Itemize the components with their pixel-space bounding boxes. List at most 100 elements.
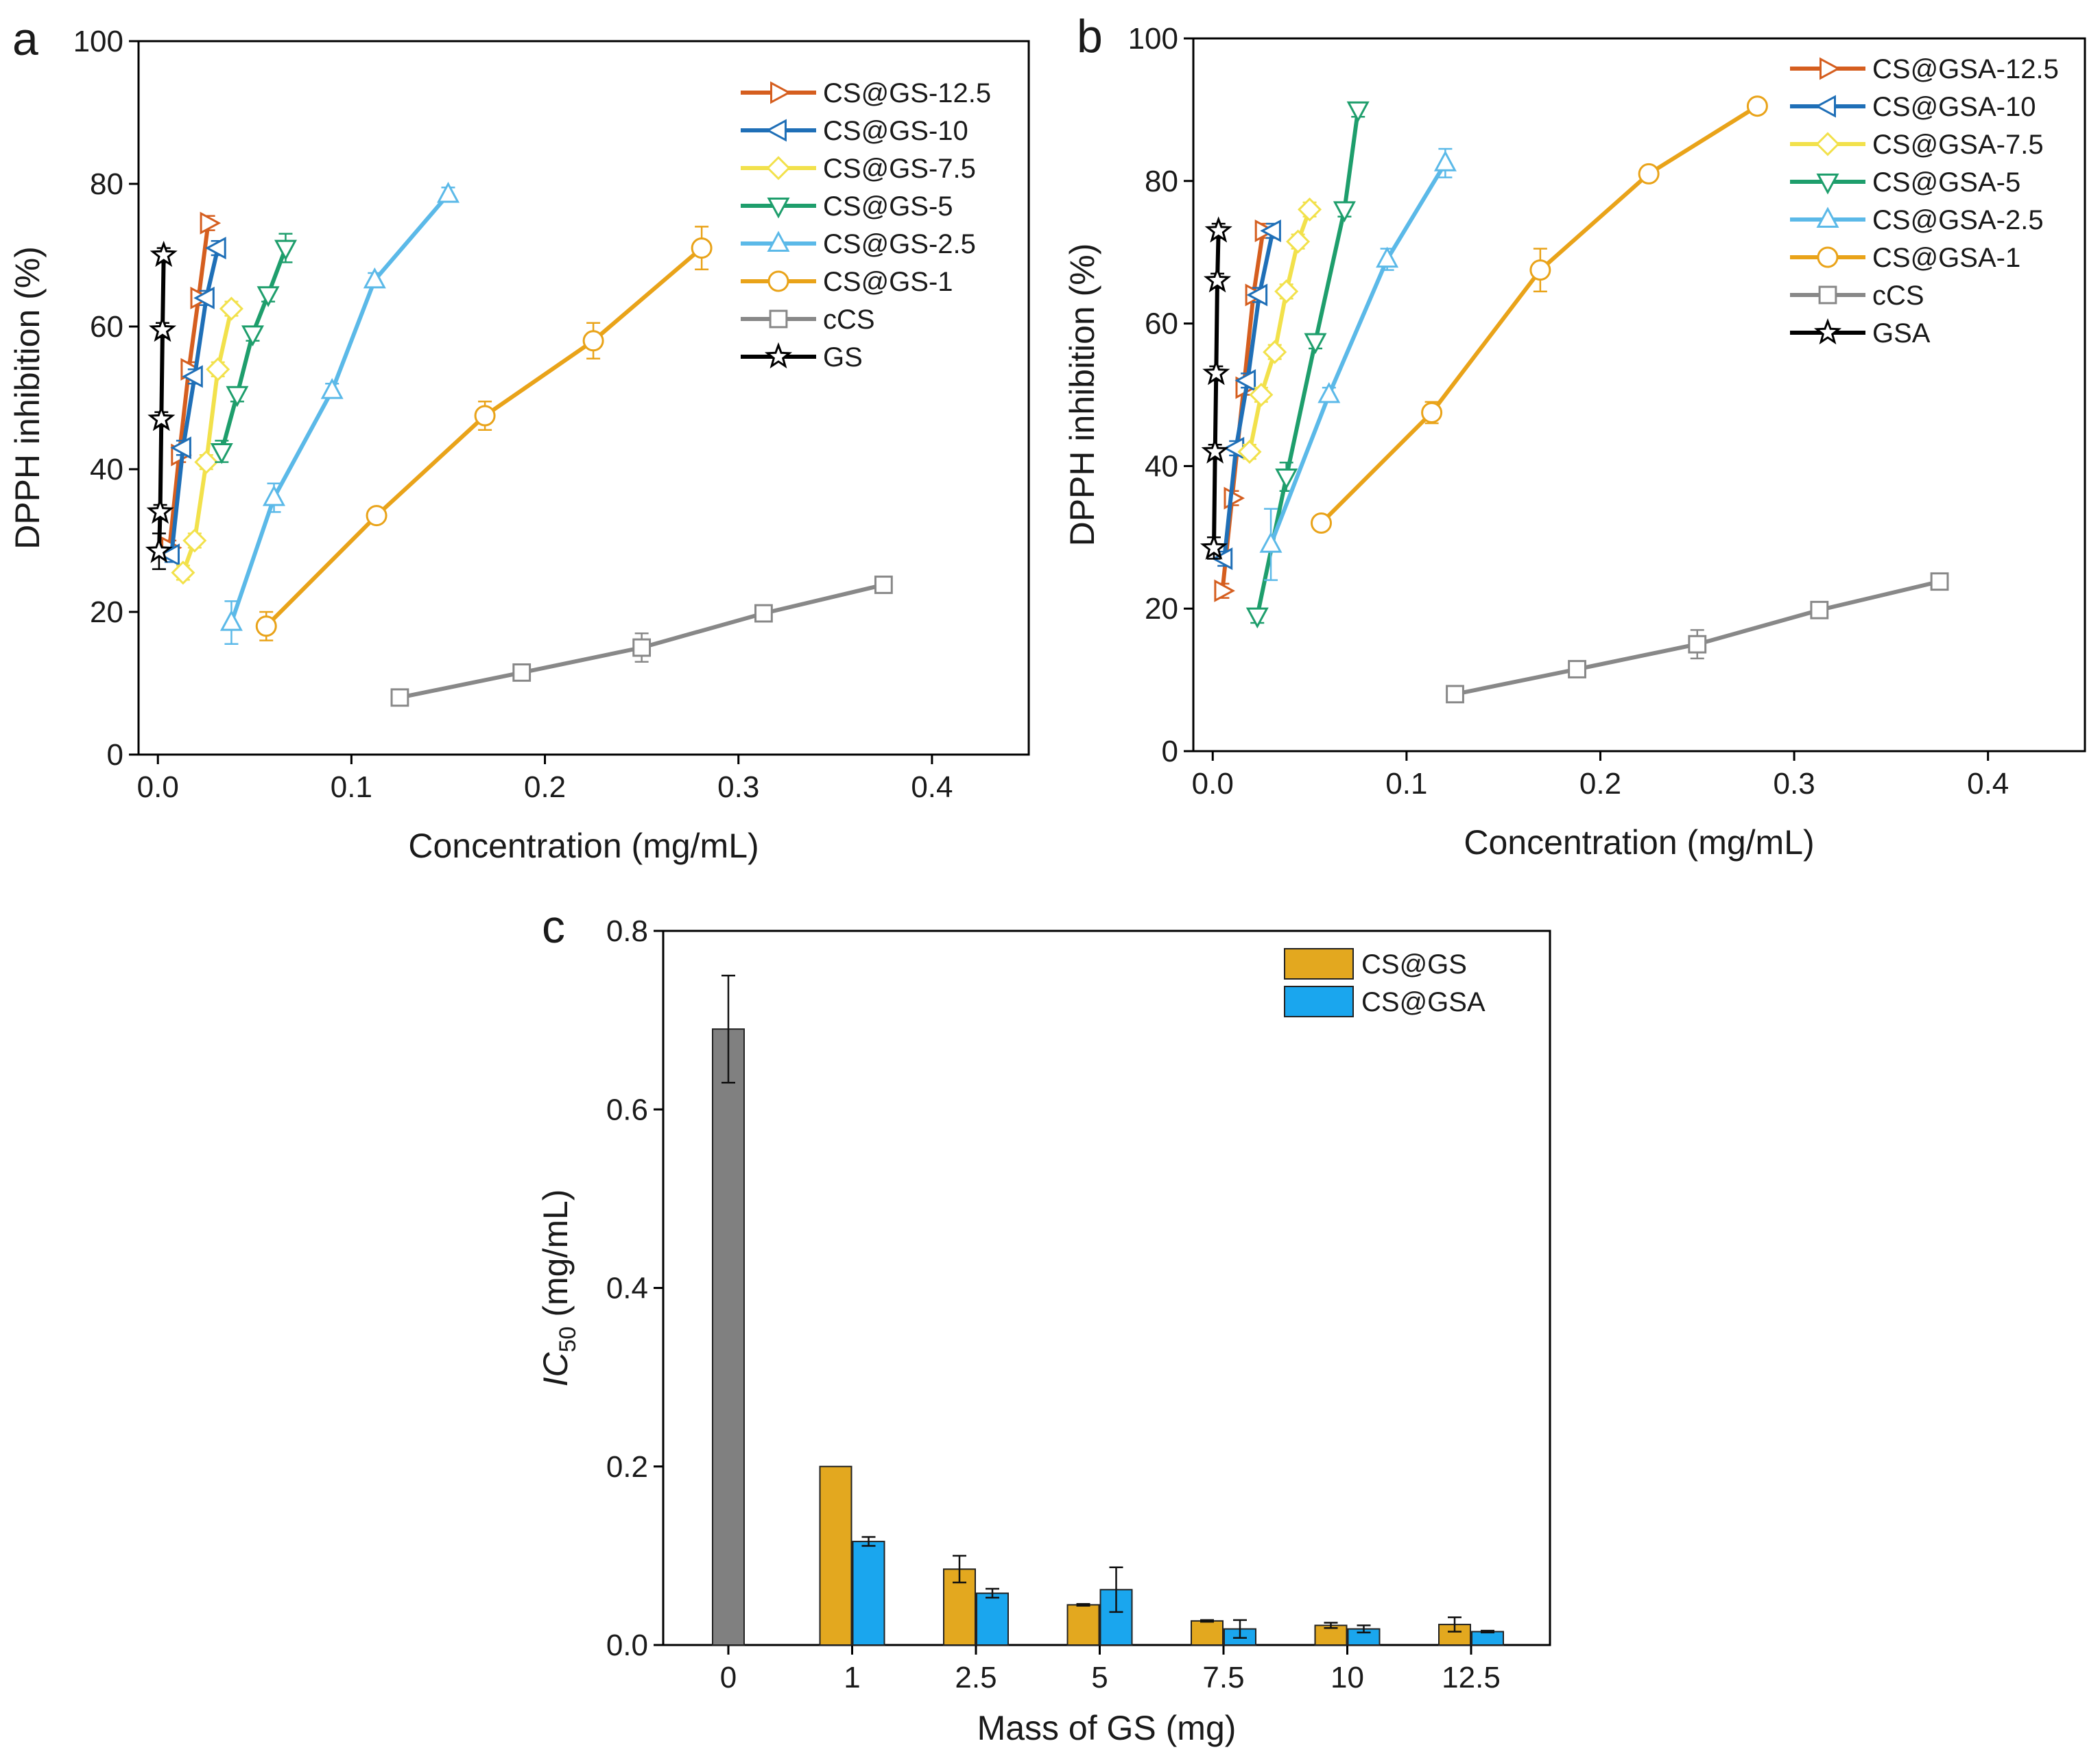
data-point-cs-gs-12-5 [200, 211, 222, 235]
legend-marker [1816, 174, 1839, 195]
data-point-cs-gs-1 [691, 237, 713, 259]
y-axis-label-units: (mg/mL) [536, 1190, 575, 1327]
data-point-gs [147, 405, 176, 431]
bar-control-0 [712, 974, 745, 1646]
data-point-cs-gsa-7-5 [1298, 197, 1322, 222]
data-point-cs-gs-7-5 [206, 357, 230, 381]
data-point-cs-gs-10 [182, 365, 203, 388]
series-cs-gs-10 [158, 237, 226, 567]
legend-item-cs-gsa: CS@GSA [1284, 986, 1485, 1017]
data-point-cs-gsa-5 [1304, 333, 1327, 355]
data-point-ccs [754, 604, 773, 623]
y-tick-label-a: 100 [73, 25, 123, 58]
data-point-cs-gs-1 [255, 615, 277, 637]
x-tick-label-c: 5 [1091, 1661, 1108, 1694]
data-point-cs-gsa-1 [1746, 95, 1768, 117]
data-point-cs-gsa-12-5 [1214, 579, 1235, 602]
data-point-cs-gs-5 [210, 443, 233, 464]
bar-cs-gs-5 [1066, 1602, 1100, 1646]
data-point-cs-gs-1 [582, 330, 604, 352]
data-point-cs-gsa-10 [1260, 219, 1281, 243]
legend-item-cs-gsa-10: CS@GSA-10 [1790, 92, 2036, 122]
legend-label: cCS [823, 305, 875, 335]
axes-frame-b [1192, 37, 2086, 753]
legend-label: CS@GSA-1 [1872, 243, 2020, 273]
panel-letter-b: b [1077, 10, 1103, 62]
data-point-ccs [874, 576, 893, 594]
y-tick-label-c: 0.6 [606, 1093, 648, 1126]
data-point-cs-gs-1 [474, 405, 496, 427]
series-cs-gsa-1 [1311, 95, 1768, 534]
data-point-cs-gs-7-5 [182, 528, 207, 553]
data-point-cs-gs-5 [274, 239, 298, 261]
legend-label: CS@GS-12.5 [823, 78, 991, 108]
data-point-ccs [512, 663, 532, 682]
bar [976, 1592, 1009, 1646]
legend-item-gsa: GSA [1790, 318, 1931, 348]
x-axis-label-c: Mass of GS (mg) [977, 1709, 1237, 1747]
data-point-cs-gsa-7-5 [1263, 340, 1287, 364]
data-point-cs-gs-2-5 [363, 267, 386, 289]
legend-label: CS@GS-1 [823, 267, 953, 297]
x-tick-label-a: 0.1 [331, 770, 372, 804]
legend-marker [1818, 285, 1837, 305]
y-axis-label-italic: IC [536, 1352, 575, 1387]
series-gs [145, 240, 178, 570]
legend-marker [1815, 95, 1836, 118]
bar [1066, 1604, 1100, 1646]
series-cs-gs-1 [255, 226, 713, 641]
bar [819, 1465, 852, 1646]
series-cs-gs-5 [210, 233, 298, 464]
data-point-cs-gsa-7-5 [1237, 440, 1262, 464]
y-tick-label-b: 20 [1145, 592, 1178, 626]
data-point-ccs [1568, 660, 1586, 678]
data-point-cs-gsa-1 [1421, 401, 1443, 423]
data-point-gsa [1201, 437, 1229, 464]
x-tick-label-c: 0 [720, 1661, 737, 1694]
bar-cs-gs-7-5 [1191, 1619, 1224, 1646]
bar [1191, 1620, 1224, 1646]
x-tick-label-a: 0.2 [524, 770, 566, 804]
legend-item-cs-gsa-5: CS@GSA-5 [1790, 167, 2020, 198]
data-point-cs-gs-5 [256, 286, 280, 307]
legend-label: CS@GSA-5 [1872, 167, 2020, 198]
series-cs-gsa-5 [1245, 101, 1370, 629]
legend-item-gs: GS [741, 342, 863, 372]
legend-label: cCS [1872, 281, 1924, 311]
bar-cs-gs-2-5 [943, 1554, 976, 1646]
bar [1471, 1631, 1504, 1646]
legend-marker [1816, 206, 1839, 228]
legend-item-cs-gs-1: CS@GS-1 [741, 267, 953, 297]
data-point-cs-gs-5 [241, 325, 265, 346]
legend-label: CS@GS-10 [823, 116, 968, 146]
data-point-cs-gs-10 [158, 543, 180, 567]
line-chart-a: 0 20 40 60 80 100 0.0 0.1 0.2 0.3 0.4 Concentration… [8, 25, 1030, 865]
legend-marker [770, 81, 791, 104]
x-tick-label-c: 7.5 [1202, 1661, 1244, 1694]
x-tick-label-b: 0.2 [1579, 767, 1621, 801]
data-point-cs-gsa-1 [1638, 163, 1660, 185]
data-point-gsa [1200, 533, 1228, 560]
x-tick-label-b: 0.3 [1774, 767, 1815, 801]
legend-marker [769, 309, 788, 329]
x-tick-label-b: 0.1 [1385, 767, 1427, 801]
panel-letter-a: a [12, 13, 38, 65]
data-point-cs-gs-5 [226, 386, 249, 407]
legend-swatch [1284, 986, 1354, 1017]
legend-item-cs-gs: CS@GS [1284, 948, 1467, 980]
data-point-ccs [632, 638, 652, 657]
legend-label: CS@GSA [1361, 987, 1485, 1017]
series-ccs [1446, 572, 1949, 704]
series-ccs [390, 576, 893, 707]
data-point-ccs [1688, 635, 1707, 654]
legend-label: GSA [1872, 318, 1931, 348]
bar-cs-gsa-12-5 [1471, 1629, 1504, 1646]
data-point-cs-gsa-1 [1311, 512, 1333, 534]
data-point-cs-gsa-2-5 [1317, 381, 1341, 403]
legend-label: CS@GSA-10 [1872, 92, 2036, 122]
legend-marker [1817, 246, 1839, 268]
legend-marker [764, 342, 793, 369]
data-point-gs [146, 497, 174, 524]
y-tick-label-b: 40 [1145, 449, 1178, 483]
legend-label: CS@GSA-2.5 [1872, 205, 2044, 235]
